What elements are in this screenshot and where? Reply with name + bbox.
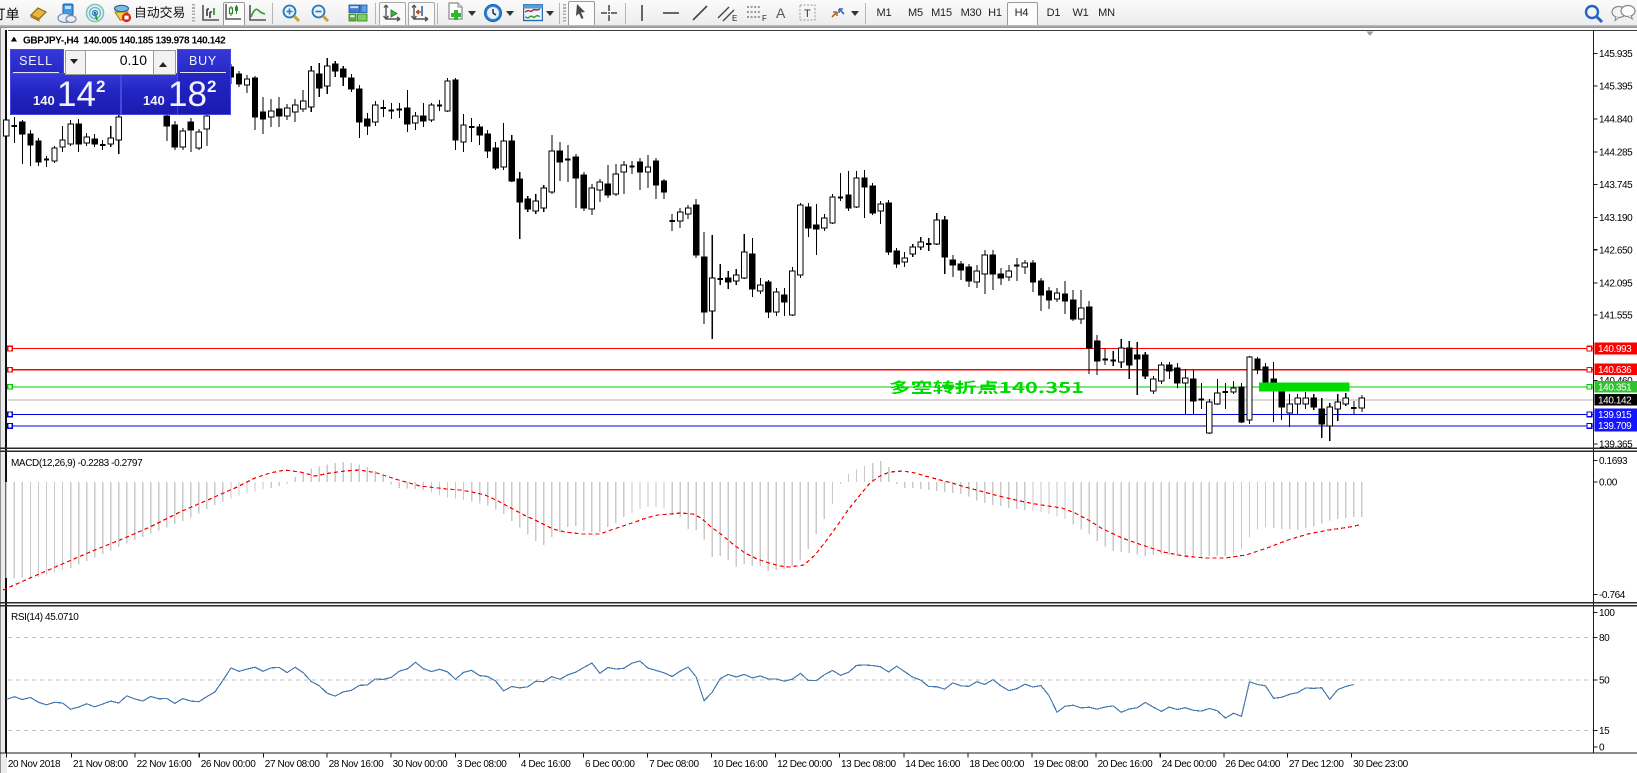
svg-text:140.142: 140.142: [1598, 396, 1632, 407]
svg-text:6 Dec 00:00: 6 Dec 00:00: [585, 759, 635, 770]
svg-text:144.840: 144.840: [1599, 115, 1633, 126]
svg-text:19 Dec 08:00: 19 Dec 08:00: [1034, 759, 1090, 770]
svg-text:27 Dec 12:00: 27 Dec 12:00: [1289, 759, 1345, 770]
svg-text:80: 80: [1599, 633, 1610, 644]
svg-text:139.915: 139.915: [1598, 410, 1632, 421]
svg-text:E: E: [732, 14, 737, 23]
svg-text:15: 15: [1599, 726, 1610, 737]
svg-text:140.351: 140.351: [1598, 382, 1632, 393]
svg-text:T: T: [804, 8, 811, 20]
svg-text:142.095: 142.095: [1599, 278, 1633, 289]
svg-text:50: 50: [1599, 676, 1610, 687]
svg-text:12 Dec 00:00: 12 Dec 00:00: [777, 759, 833, 770]
svg-text:7 Dec 08:00: 7 Dec 08:00: [649, 759, 699, 770]
svg-text:20 Nov 2018: 20 Nov 2018: [8, 759, 61, 770]
svg-text:143.745: 143.745: [1599, 180, 1633, 191]
svg-text:21 Nov 08:00: 21 Nov 08:00: [73, 759, 129, 770]
svg-text:145.935: 145.935: [1599, 49, 1633, 60]
svg-text:144.285: 144.285: [1599, 148, 1633, 159]
svg-text:3 Dec 08:00: 3 Dec 08:00: [457, 759, 507, 770]
svg-text:145.395: 145.395: [1599, 81, 1633, 92]
svg-text:13 Dec 08:00: 13 Dec 08:00: [841, 759, 897, 770]
svg-text:140.993: 140.993: [1598, 344, 1632, 355]
svg-text:142.650: 142.650: [1599, 245, 1633, 256]
svg-text:139.709: 139.709: [1598, 421, 1632, 432]
svg-text:20 Dec 16:00: 20 Dec 16:00: [1098, 759, 1154, 770]
svg-text:F: F: [762, 14, 767, 23]
svg-text:0.1693: 0.1693: [1599, 456, 1628, 467]
svg-text:-0.764: -0.764: [1599, 590, 1626, 601]
svg-text:18 Dec 00:00: 18 Dec 00:00: [969, 759, 1025, 770]
svg-text:30 Nov 00:00: 30 Nov 00:00: [393, 759, 449, 770]
svg-text:22 Nov 16:00: 22 Nov 16:00: [137, 759, 193, 770]
svg-text:140.636: 140.636: [1598, 365, 1632, 376]
svg-text:141.555: 141.555: [1599, 311, 1633, 322]
svg-text:27 Nov 08:00: 27 Nov 08:00: [265, 759, 321, 770]
svg-text:26 Nov 00:00: 26 Nov 00:00: [201, 759, 257, 770]
svg-text:24 Dec 00:00: 24 Dec 00:00: [1162, 759, 1218, 770]
svg-text:RSI(14) 45.0710: RSI(14) 45.0710: [11, 612, 79, 623]
svg-text:26 Dec 04:00: 26 Dec 04:00: [1225, 759, 1281, 770]
svg-text:139.365: 139.365: [1599, 440, 1633, 451]
svg-text:10 Dec 16:00: 10 Dec 16:00: [713, 759, 769, 770]
svg-text:MACD(12,26,9) -0.2283 -0.2797: MACD(12,26,9) -0.2283 -0.2797: [11, 458, 143, 469]
svg-text:28 Nov 16:00: 28 Nov 16:00: [329, 759, 385, 770]
svg-text:0: 0: [1599, 743, 1605, 754]
svg-text:0.00: 0.00: [1599, 478, 1618, 489]
svg-text:GBPJPY-,H4 140.005 140.185 13: GBPJPY-,H4 140.005 140.185 139.978 140.1…: [23, 36, 226, 47]
svg-text:14 Dec 16:00: 14 Dec 16:00: [905, 759, 961, 770]
svg-text:4 Dec 16:00: 4 Dec 16:00: [521, 759, 571, 770]
svg-text:143.190: 143.190: [1599, 213, 1633, 224]
svg-text:30 Dec 23:00: 30 Dec 23:00: [1353, 759, 1409, 770]
svg-text:100: 100: [1599, 608, 1615, 619]
